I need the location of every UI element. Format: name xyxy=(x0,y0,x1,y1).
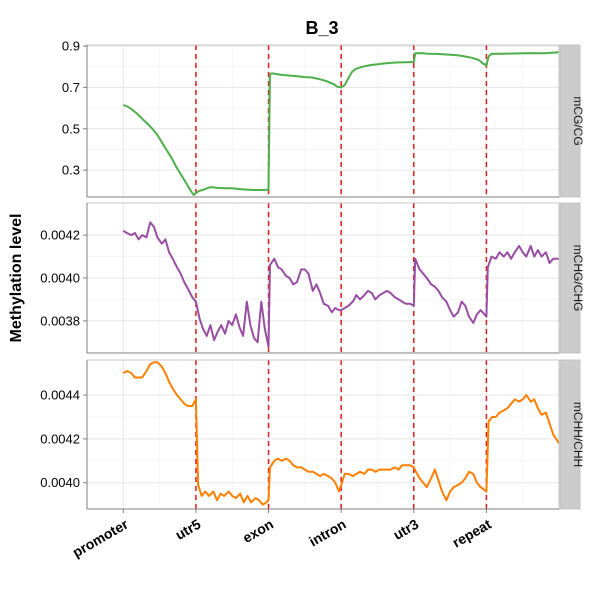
facet-panels: 0.3 0.5 0.7 0.9 mCG/CG 0.0038 0.0040 0.0042 mCHG… xyxy=(40,39,585,510)
chart-title: B_3 xyxy=(305,18,338,38)
y-tick-label: 0.9 xyxy=(62,39,80,54)
panel-background xyxy=(87,45,559,197)
facet-strip-label: mCHG/CHG xyxy=(571,245,585,312)
y-tick-label: 0.0040 xyxy=(40,475,80,490)
y-axis-title: Methylation level xyxy=(8,214,25,343)
y-tick-label: 0.0044 xyxy=(40,388,80,403)
data-line xyxy=(122,361,560,506)
x-axis-ticks: promoter utr5 exon intron utr3 repeat xyxy=(70,509,494,560)
y-tick-label: 0.0042 xyxy=(40,431,80,446)
data-line xyxy=(122,221,559,348)
y-tick-label: 0.5 xyxy=(62,121,80,136)
y-tick-label: 0.3 xyxy=(62,163,80,178)
y-tick-label: 0.0038 xyxy=(40,313,80,328)
y-tick-label: 0.7 xyxy=(62,80,80,95)
facet-strip xyxy=(559,44,581,198)
facet-strip xyxy=(559,359,581,510)
panel-2: 0.0038 0.0040 0.0042 mCHG/CHG xyxy=(40,202,585,354)
panel-1: 0.3 0.5 0.7 0.9 mCG/CG xyxy=(62,39,585,198)
x-tick-label: intron xyxy=(306,516,348,550)
data-line xyxy=(122,51,560,196)
facet-strip-label: mCHH/CHH xyxy=(571,402,585,467)
x-tick-label: utr3 xyxy=(390,516,421,543)
y-tick-label: 0.0040 xyxy=(40,271,80,286)
facet-strip xyxy=(559,202,581,354)
panel-3: 0.0040 0.0042 0.0044 mCHH/CHH xyxy=(40,359,585,510)
x-tick-label: repeat xyxy=(449,516,494,551)
facet-strip-label: mCG/CG xyxy=(571,96,585,145)
x-tick-label: exon xyxy=(240,516,276,546)
y-tick-label: 0.0042 xyxy=(40,228,80,243)
x-tick-label: promoter xyxy=(70,515,132,560)
panel-background xyxy=(87,360,559,509)
x-tick-label: utr5 xyxy=(173,516,204,543)
